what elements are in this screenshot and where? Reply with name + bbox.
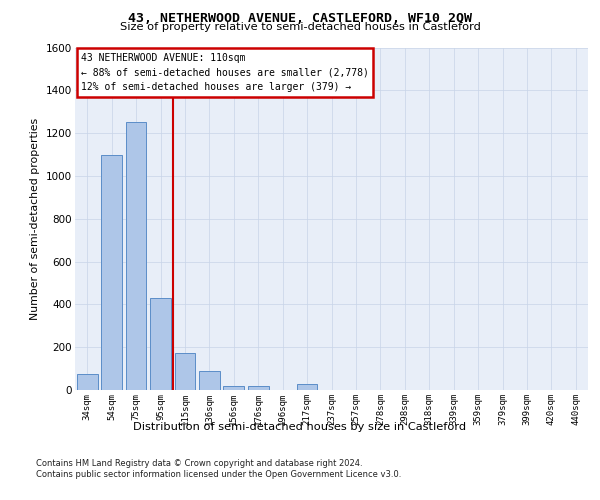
Text: Distribution of semi-detached houses by size in Castleford: Distribution of semi-detached houses by … <box>133 422 467 432</box>
Y-axis label: Number of semi-detached properties: Number of semi-detached properties <box>31 118 40 320</box>
Bar <box>77 374 98 390</box>
Text: 43, NETHERWOOD AVENUE, CASTLEFORD, WF10 2QW: 43, NETHERWOOD AVENUE, CASTLEFORD, WF10 … <box>128 12 472 24</box>
Bar <box>150 298 171 390</box>
Bar <box>101 154 122 390</box>
Text: Contains public sector information licensed under the Open Government Licence v3: Contains public sector information licen… <box>36 470 401 479</box>
Bar <box>248 386 269 390</box>
Bar <box>199 370 220 390</box>
Bar <box>296 384 317 390</box>
Text: 43 NETHERWOOD AVENUE: 110sqm
← 88% of semi-detached houses are smaller (2,778)
1: 43 NETHERWOOD AVENUE: 110sqm ← 88% of se… <box>81 52 369 92</box>
Bar <box>175 352 196 390</box>
Bar <box>125 122 146 390</box>
Text: Contains HM Land Registry data © Crown copyright and database right 2024.: Contains HM Land Registry data © Crown c… <box>36 459 362 468</box>
Text: Size of property relative to semi-detached houses in Castleford: Size of property relative to semi-detach… <box>119 22 481 32</box>
Bar <box>223 386 244 390</box>
